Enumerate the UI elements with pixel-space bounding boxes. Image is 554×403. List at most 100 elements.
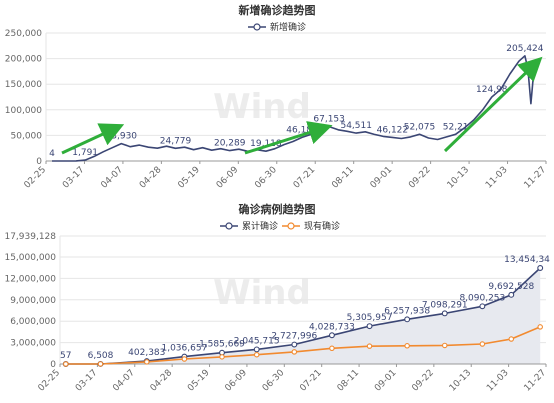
data-label: 2,727,996 (271, 332, 317, 342)
data-label: 9,692,528 (488, 282, 534, 292)
x-tick-label: 11-27 (523, 368, 549, 394)
trend-arrow-3 (443, 56, 543, 153)
current-point (537, 324, 543, 330)
data-label: 52,075 (404, 122, 436, 132)
x-tick-label: 06-09 (215, 165, 241, 191)
current-point (366, 343, 373, 349)
chart1-y-axis: 0 50,000 100,000 150,000 200,000 250,000 (5, 29, 42, 167)
data-label: 33,930 (106, 132, 138, 142)
y-tick-label: 0 (50, 360, 56, 370)
data-label: 6,257,938 (384, 306, 430, 316)
y-tick-label: 9,000,000 (10, 296, 56, 306)
x-tick-label: 08-11 (330, 165, 356, 191)
current-point (404, 343, 410, 349)
trend-arrow-1 (61, 123, 125, 155)
chart2-cumulative-line (65, 267, 541, 365)
current-point (253, 351, 260, 358)
chart1-gridlines (45, 32, 546, 161)
y-tick-label: 250,000 (5, 29, 42, 39)
x-tick-label: 09-01 (369, 165, 395, 191)
chart2-legend-current[interactable]: 现有确诊 (282, 220, 340, 232)
data-label: 1,585,669 (199, 340, 245, 350)
trend-arrows (61, 56, 543, 155)
x-tick-label: 04-07 (99, 165, 125, 191)
x-tick-label: 09-22 (407, 165, 433, 191)
x-tick-label: 11-27 (523, 165, 549, 191)
data-label: 2,045,715 (234, 336, 280, 346)
x-tick-label: 10-13 (448, 368, 474, 394)
data-label: 24,779 (160, 136, 192, 146)
x-tick-label: 10-13 (446, 165, 472, 191)
chart2-y-axis: 0 3,000,000 6,000,000 9,000,000 12,000,000 15… (4, 232, 56, 370)
chart2-legend-cumulative[interactable]: 累计确诊 (220, 220, 278, 232)
cumulative-point (537, 265, 544, 271)
chart1-watermark: Wind (213, 87, 311, 127)
y-tick-label: 150,000 (5, 80, 42, 90)
y-tick-label: 17,939,128 (4, 232, 56, 242)
x-tick-label: 02-25 (37, 368, 63, 394)
data-label: 8,090,253 (459, 293, 505, 303)
chart1-title: 新增确诊趋势图 (239, 3, 316, 17)
x-tick-label: 05-19 (186, 368, 212, 394)
data-label: 13,454,34 (504, 255, 550, 265)
chart1-legend-marker (253, 23, 261, 31)
y-tick-label: 50,000 (11, 131, 43, 141)
data-label: 46,122 (377, 125, 409, 135)
y-tick-label: 15,000,000 (4, 253, 56, 263)
chart1-x-axis: 02-25 03-17 04-07 04-28 05-19 06-09 06-30 07-21… (23, 160, 549, 191)
trend-arrow-2 (244, 121, 333, 155)
data-label: 20,289 (214, 139, 246, 149)
cumulative-point (508, 291, 515, 298)
chart2-current-line (65, 326, 541, 365)
current-point (63, 361, 69, 367)
current-point (144, 359, 150, 365)
current-point (219, 354, 225, 360)
data-label: 57 (60, 351, 71, 361)
data-label: 1,791 (72, 148, 98, 158)
chart2-legend-label-cumulative: 累计确诊 (242, 220, 278, 232)
chart2-legend[interactable]: 累计确诊 现有确诊 (220, 220, 340, 232)
data-label: 52,21 (443, 122, 469, 132)
chart2-title: 确诊病例趋势图 (239, 202, 316, 216)
chart2-legend-label-current: 现有确诊 (304, 220, 340, 232)
chart2-cumulative-area (65, 268, 541, 364)
x-tick-label: 04-07 (111, 368, 137, 394)
current-point (329, 345, 335, 352)
cumulative-point (366, 323, 373, 330)
data-label: 67,153 (313, 115, 345, 125)
data-label: 7,098,291 (422, 300, 468, 310)
current-point (508, 336, 515, 342)
new-cases-chart: 新增确诊趋势图 新增确诊 Wind 0 50,000 100,000 150,000 2… (5, 3, 548, 191)
chart2-legend-marker-current (287, 222, 295, 230)
data-label: 124,98 (476, 85, 508, 95)
cumulative-point (404, 316, 411, 323)
cumulative-point (479, 303, 486, 310)
x-tick-label: 06-09 (223, 368, 249, 394)
y-tick-label: 0 (36, 157, 42, 167)
data-label: 1,036,657 (161, 344, 207, 354)
data-label: 205,424 (506, 44, 543, 54)
chart2-watermark: Wind (213, 273, 311, 313)
data-label: 4,028,733 (309, 322, 355, 332)
current-point (441, 342, 448, 349)
y-tick-label: 6,000,000 (10, 317, 56, 327)
x-tick-label: 11-03 (484, 165, 510, 191)
cumulative-point (253, 346, 260, 353)
x-tick-label: 09-22 (410, 368, 436, 394)
x-tick-label: 09-01 (373, 368, 399, 394)
data-label: 46,189 (286, 125, 318, 135)
cumulative-point (441, 310, 448, 317)
x-tick-label: 07-21 (298, 368, 324, 394)
data-label: 402,383 (128, 348, 165, 358)
y-tick-label: 100,000 (5, 106, 42, 116)
x-tick-label: 04-28 (138, 165, 164, 191)
chart1-legend[interactable]: 新增确诊 (248, 21, 306, 33)
data-label: 6,508 (88, 351, 114, 361)
x-tick-label: 03-17 (74, 368, 100, 394)
current-point (291, 349, 298, 355)
x-tick-label: 05-19 (176, 165, 202, 191)
data-label: 54,511 (340, 121, 372, 131)
x-tick-label: 11-03 (485, 368, 511, 394)
current-point (479, 341, 486, 347)
